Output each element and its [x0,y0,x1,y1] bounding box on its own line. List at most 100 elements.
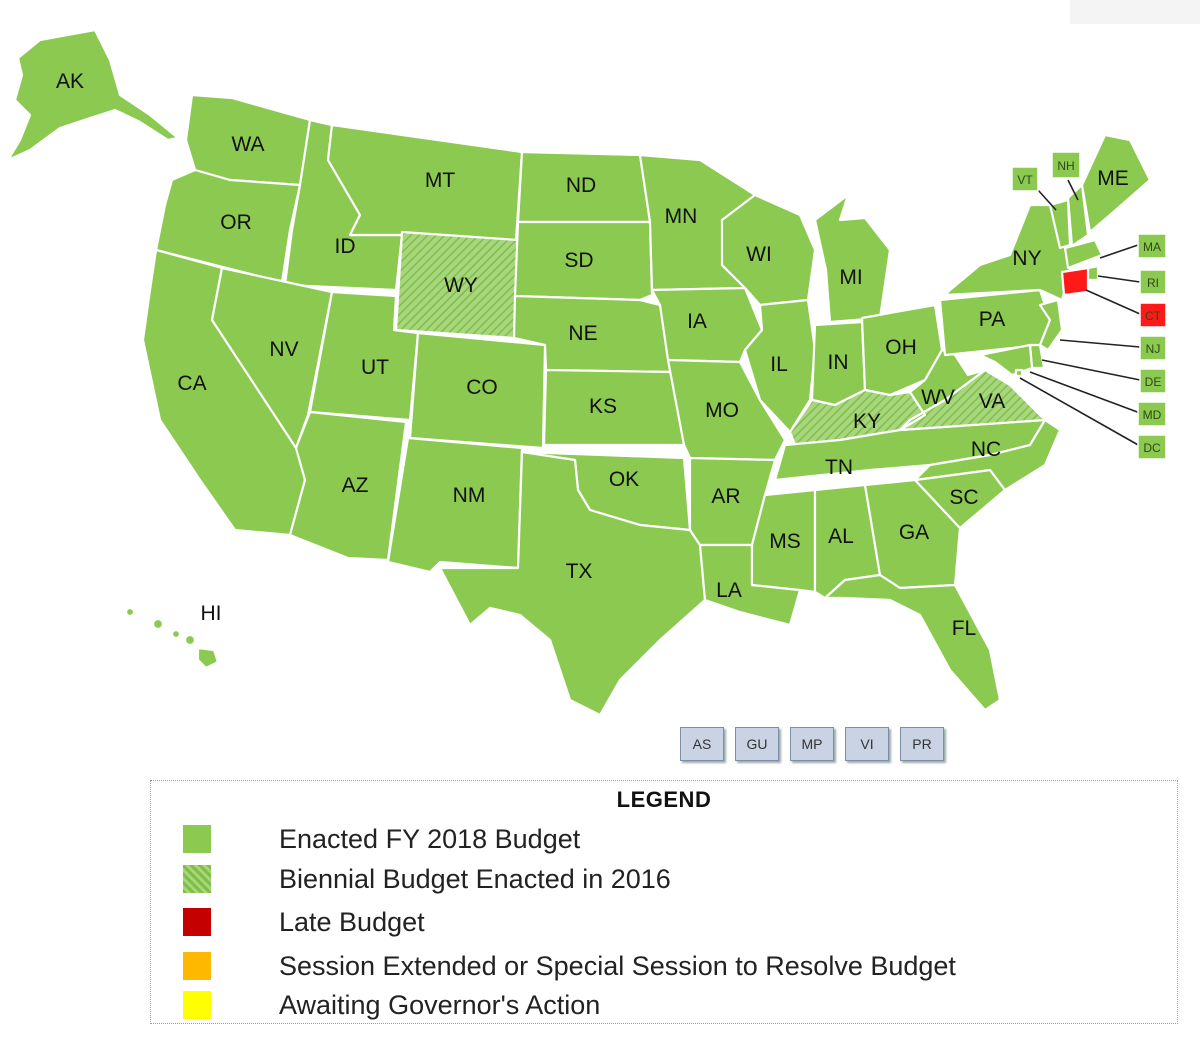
callout-MD[interactable]: MD [1137,401,1167,427]
territory-button-AS[interactable]: AS [680,727,724,761]
territory-button-GU[interactable]: GU [735,727,779,761]
territory-button-VI[interactable]: VI [845,727,889,761]
label-MT: MT [425,169,455,192]
state-RI[interactable] [1086,264,1100,282]
label-AL: AL [828,525,854,548]
legend-swatch-awaiting [183,991,211,1019]
callout-NJ[interactable]: NJ [1139,335,1167,361]
label-ND: ND [566,174,596,197]
label-WV: WV [921,386,955,409]
label-OK: OK [609,468,639,491]
state-NM[interactable] [386,436,524,574]
state-IA[interactable] [650,286,764,364]
us-state-budget-map: AK WA OR CA ID NV MT WY UT AZ CO NM ND S… [6,28,1167,717]
label-ME: ME [1097,167,1129,190]
label-SC: SC [949,486,978,509]
leader-DE [1041,359,1141,381]
svg-text:MD: MD [1143,408,1162,422]
label-NY: NY [1012,247,1041,270]
callout-RI[interactable]: RI [1139,269,1167,295]
callout-DE[interactable]: DE [1139,368,1167,394]
label-NE: NE [568,322,597,345]
callout-VT[interactable]: VT [1011,166,1039,192]
label-OR: OR [220,211,252,234]
svg-text:MA: MA [1143,240,1161,254]
callout-NH[interactable]: NH [1051,151,1081,179]
legend-label-biennial: Biennial Budget Enacted in 2016 [279,863,671,894]
state-MO[interactable] [666,358,787,462]
callout-CT[interactable]: CT [1139,302,1167,328]
state-OR[interactable] [154,168,302,284]
label-VA: VA [979,390,1005,413]
leader-MA [1099,244,1139,259]
legend-swatch-biennial [183,865,211,893]
legend-swatch-late [183,908,211,936]
state-ME[interactable] [1080,133,1152,234]
state-VT[interactable] [1048,198,1072,250]
state-NH[interactable] [1066,183,1090,248]
legend: LEGEND Enacted FY 2018 Budget Biennial B… [150,780,1178,1024]
label-AZ: AZ [342,474,369,497]
label-MS: MS [769,530,801,553]
state-MA[interactable] [1063,238,1104,270]
legend-label-enacted: Enacted FY 2018 Budget [279,823,581,854]
label-MI: MI [839,266,862,289]
state-DC[interactable] [1014,368,1024,378]
legend-label-awaiting: Awaiting Governor's Action [279,989,601,1020]
label-PA: PA [979,308,1005,331]
label-NC: NC [971,438,1001,461]
label-NM: NM [453,484,486,507]
label-WA: WA [231,133,264,156]
legend-item-late: Late Budget [183,906,425,938]
label-WY: WY [444,274,478,297]
label-WI: WI [746,243,772,266]
svg-text:NH: NH [1057,159,1074,173]
state-AK[interactable] [6,28,180,162]
territory-button-PR[interactable]: PR [900,727,944,761]
label-MN: MN [665,205,698,228]
label-LA: LA [716,579,742,602]
label-MO: MO [705,399,739,422]
state-CT[interactable] [1060,266,1090,297]
state-AZ[interactable] [288,410,408,562]
callout-MA[interactable]: MA [1137,233,1167,259]
state-HI[interactable] [124,606,220,670]
state-SD[interactable] [513,220,654,302]
label-IN: IN [828,351,849,374]
legend-item-biennial: Biennial Budget Enacted in 2016 [183,863,671,895]
territory-button-MP[interactable]: MP [790,727,834,761]
label-CO: CO [466,376,498,399]
label-KS: KS [589,395,617,418]
leader-NJ [1059,339,1141,348]
legend-swatch-session-extended [183,952,211,980]
legend-item-session-extended: Session Extended or Special Session to R… [183,950,956,982]
leader-NH [1067,179,1079,201]
callout-DC[interactable]: DC [1137,434,1167,460]
label-GA: GA [899,521,929,544]
label-FL: FL [952,617,977,640]
label-AR: AR [711,485,740,508]
state-NC[interactable] [913,418,1062,492]
label-ID: ID [335,235,356,258]
label-TN: TN [825,456,853,479]
legend-item-enacted: Enacted FY 2018 Budget [183,823,580,855]
label-NV: NV [269,338,298,361]
state-FL[interactable] [823,573,1002,712]
state-MI[interactable] [813,193,892,324]
state-NJ[interactable] [1038,298,1064,352]
svg-text:RI: RI [1147,276,1159,290]
legend-swatch-enacted [183,825,211,853]
label-IL: IL [770,353,788,376]
leader-VT [1037,189,1057,211]
legend-label-late: Late Budget [279,906,425,937]
state-WV[interactable] [898,348,987,432]
label-SD: SD [564,249,593,272]
svg-text:DE: DE [1145,375,1162,389]
label-OH: OH [885,336,917,359]
state-TX[interactable] [438,450,707,717]
svg-text:CT: CT [1145,309,1162,323]
state-NY[interactable] [943,203,1072,302]
legend-item-awaiting: Awaiting Governor's Action [183,989,600,1021]
legend-title: LEGEND [616,787,712,812]
state-CO[interactable] [408,331,547,450]
